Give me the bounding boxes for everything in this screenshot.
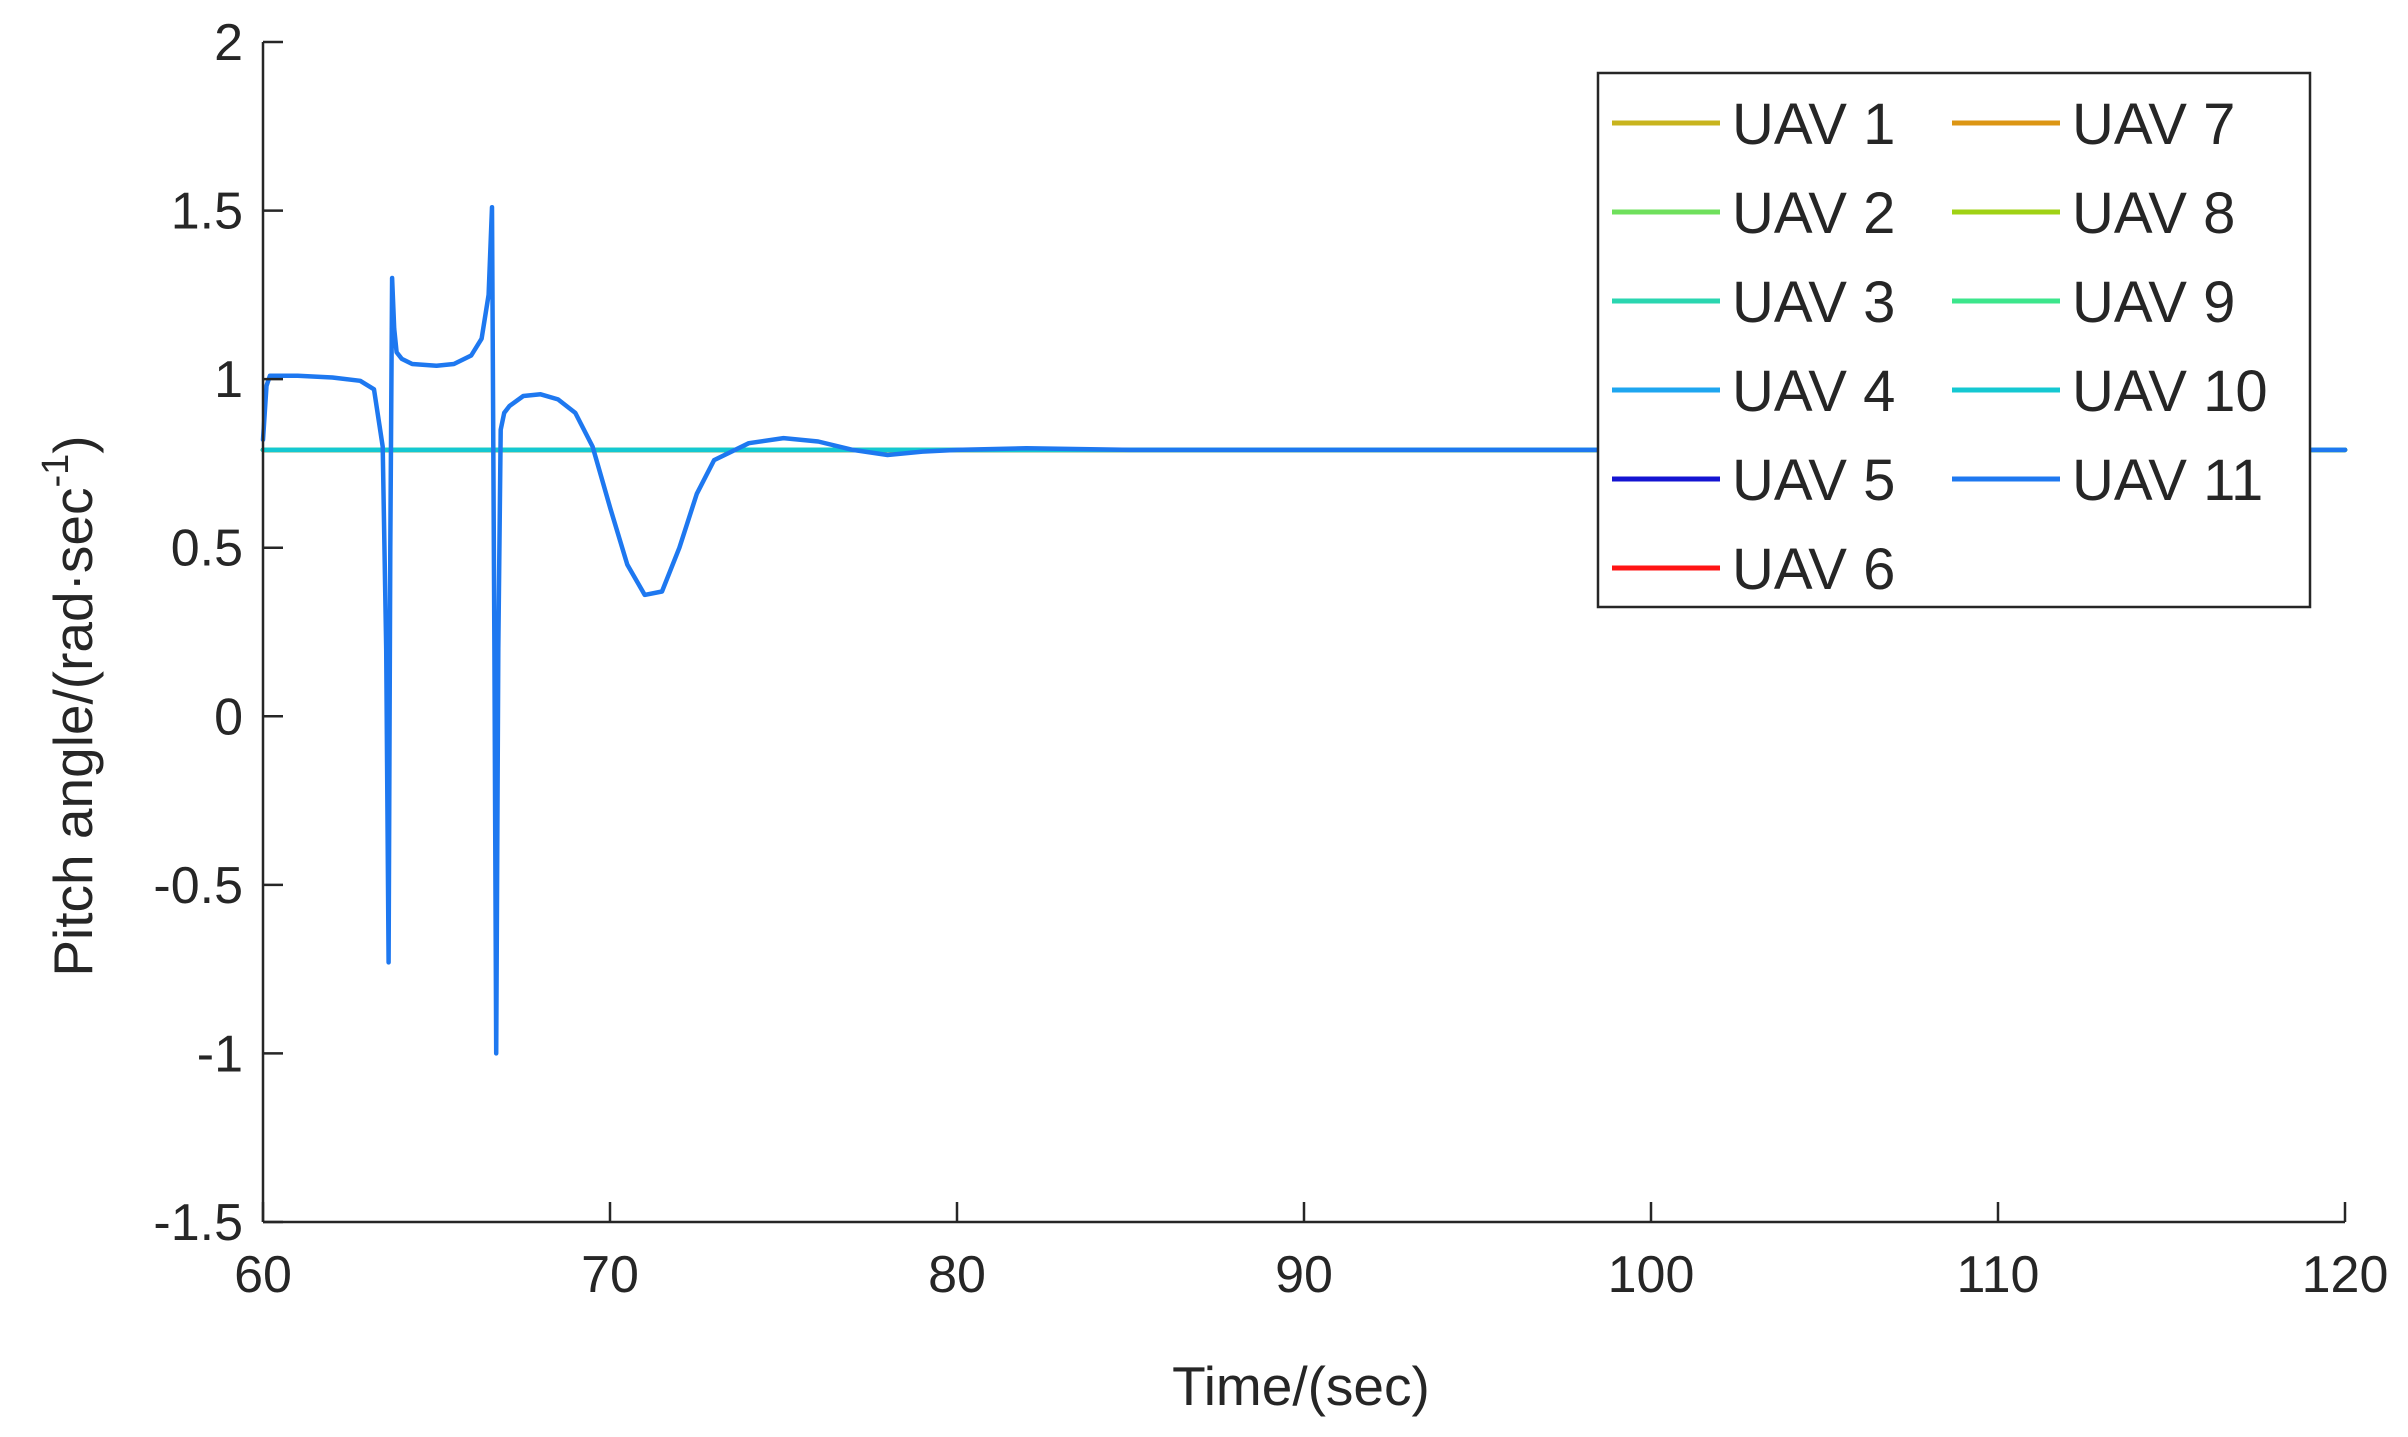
legend-entries: UAV 1 UAV 2 UAV 3 UAV 4 UAV 5 UAV 6 UAV 7 UAV 8… [1612, 92, 2268, 602]
y-axis-label-exponent: -1 [35, 454, 77, 488]
y-axis-label-close: ) [42, 435, 104, 453]
legend-label-uav-10: UAV 10 [2072, 359, 2268, 424]
x-tick-label: 70 [581, 1246, 639, 1304]
x-axis-label: Time/(sec) [1172, 1355, 1430, 1417]
y-tick-label: -0.5 [153, 857, 243, 915]
legend-label-uav-2: UAV 2 [1732, 181, 1895, 246]
y-tick-label: 0 [214, 688, 243, 746]
x-tick-label: 90 [1275, 1246, 1333, 1304]
x-tick-label: 120 [2302, 1246, 2389, 1304]
legend-label-uav-3: UAV 3 [1732, 270, 1895, 335]
legend-label-uav-8: UAV 8 [2072, 181, 2235, 246]
legend-label-uav-6: UAV 6 [1732, 537, 1895, 602]
y-axis-label-main: Pitch angle/(rad·sec [42, 488, 104, 977]
legend-label-uav-9: UAV 9 [2072, 270, 2235, 335]
ticks-layer: 60 70 80 90 100 110 120 -1.5 -1 -0.5 0 0.5 1 1.5 2 [153, 14, 2388, 1304]
y-tick-label: -1 [197, 1025, 243, 1083]
legend-label-uav-1: UAV 1 [1732, 92, 1895, 157]
x-tick-label: 110 [1957, 1246, 2040, 1304]
legend-label-uav-5: UAV 5 [1732, 448, 1895, 513]
y-tick-label: 0.5 [171, 520, 243, 578]
x-tick-label: 100 [1608, 1246, 1695, 1304]
series-line-uav-11 [260, 204, 2348, 1056]
y-tick-label: 2 [214, 14, 243, 72]
y-axis-label: Pitch angle/(rad·sec-1) [35, 435, 104, 976]
legend-label-uav-4: UAV 4 [1732, 359, 1895, 424]
x-tick-label: 60 [234, 1246, 292, 1304]
y-tick-label: 1 [214, 351, 243, 409]
legend-label-uav-11: UAV 11 [2072, 448, 2263, 513]
legend-label-uav-7: UAV 7 [2072, 92, 2235, 157]
x-tick-label: 80 [928, 1246, 986, 1304]
y-tick-label: 1.5 [171, 183, 243, 241]
legend-box [1596, 71, 2312, 609]
y-tick-label: -1.5 [153, 1194, 243, 1252]
legend: UAV 1 UAV 2 UAV 3 UAV 4 UAV 5 UAV 6 UAV 7 UAV 8… [1596, 71, 2312, 609]
